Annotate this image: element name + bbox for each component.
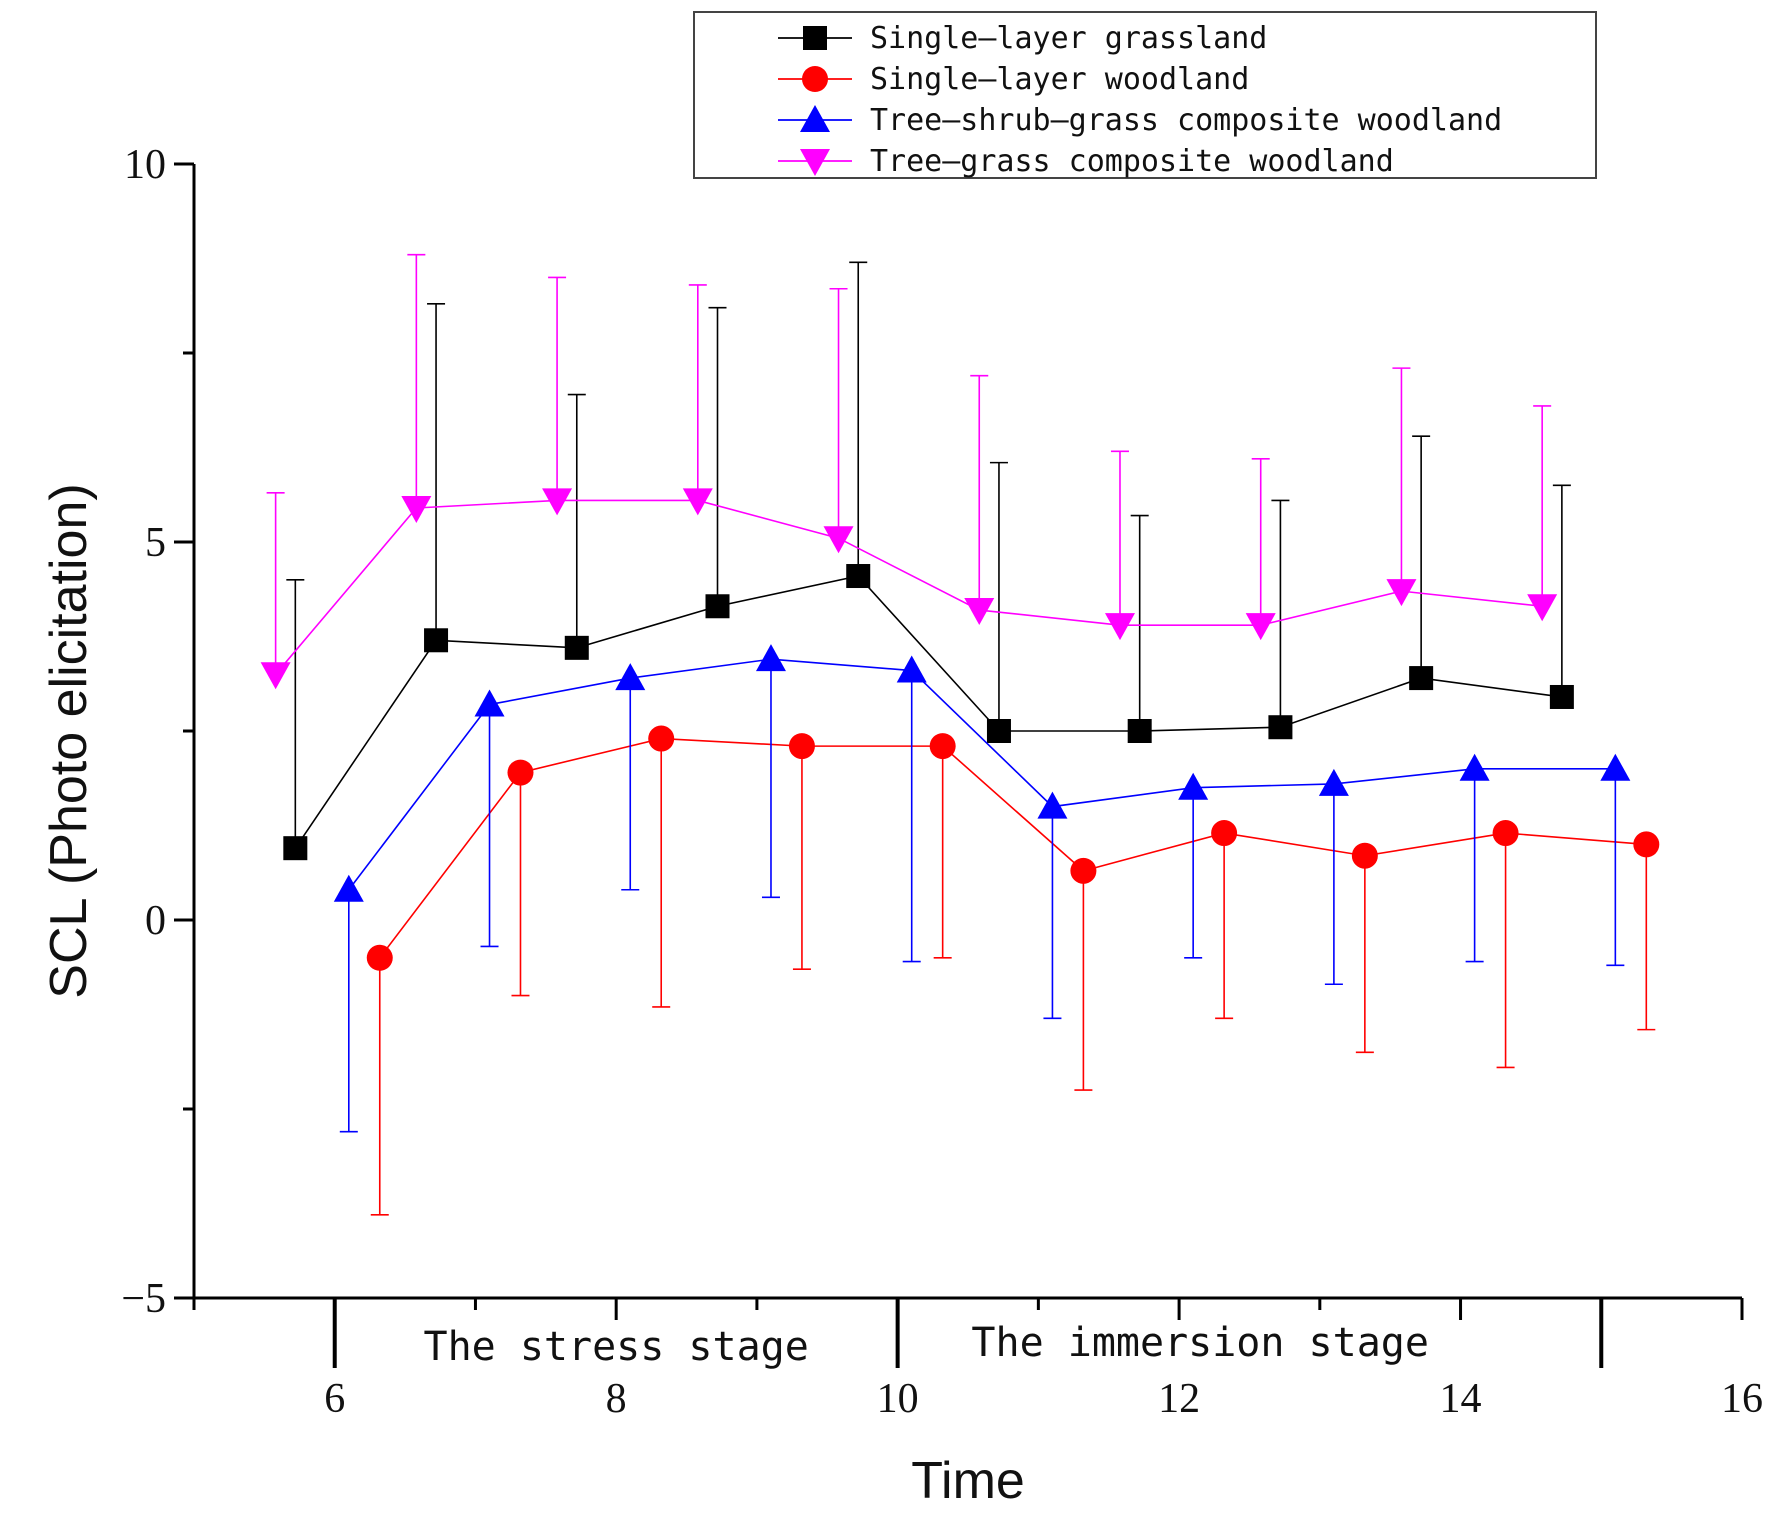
legend-label: Tree—grass composite woodland: [870, 144, 1394, 179]
data-point: [424, 628, 449, 653]
x-axis-title: Time: [911, 1452, 1025, 1510]
data-point: [401, 495, 432, 523]
legend-entry-tree-shrub-grass-composite-woodland: Tree—shrub—grass composite woodland: [778, 103, 1502, 138]
immersion-stage-label: The immersion stage: [971, 1320, 1429, 1366]
data-point: [564, 635, 589, 660]
series-tree-grass-composite-woodland: [260, 253, 1558, 690]
data-point: [1268, 715, 1293, 740]
data-point: [648, 725, 675, 752]
data-point: [1459, 753, 1490, 781]
data-point: [896, 655, 927, 683]
x-tick-label: 10: [877, 1376, 919, 1422]
data-point: [1409, 666, 1434, 691]
data-point: [1037, 791, 1068, 819]
data-point: [507, 759, 534, 786]
legend-label: Tree—shrub—grass composite woodland: [870, 103, 1502, 138]
series-layer: [260, 253, 1660, 1216]
legend-entry-tree-grass-composite-woodland: Tree—grass composite woodland: [778, 144, 1394, 179]
data-point: [474, 689, 505, 717]
data-point: [615, 663, 646, 691]
data-point: [964, 598, 995, 626]
legend-entry-single-layer-woodland: Single—layer woodland: [778, 62, 1249, 97]
data-point: [1070, 857, 1097, 884]
data-point: [1351, 842, 1378, 869]
x-tick-label: 14: [1440, 1376, 1482, 1422]
data-point: [1527, 594, 1558, 622]
y-tick-label: 10: [124, 142, 166, 188]
series-line: [348, 658, 1616, 891]
series-tree-shrub-grass-composite-woodland: [333, 644, 1631, 1133]
series-single-layer-grassland: [283, 261, 1574, 861]
legend-box: [693, 11, 1597, 179]
series-line: [275, 499, 1543, 675]
legend-marker: [802, 66, 828, 92]
data-point: [846, 564, 871, 589]
y-axis-title: SCL (Photo elicitation): [40, 483, 98, 998]
data-point: [1127, 719, 1152, 743]
series-line: [379, 737, 1647, 959]
legend-entry-single-layer-grassland: Single—layer grassland: [778, 21, 1267, 56]
legend-marker: [803, 26, 827, 50]
data-point: [542, 488, 573, 516]
axes: −5 0 5 10 6 8 10 12 14 16: [121, 142, 1763, 1422]
legend-label: Single—layer woodland: [870, 62, 1249, 97]
data-point: [366, 944, 393, 971]
legend: Single—layer grassland Single—layer woodl…: [693, 11, 1597, 179]
data-point: [705, 594, 730, 619]
data-point: [260, 662, 291, 690]
data-point: [1178, 772, 1209, 800]
x-tick-label: 6: [324, 1376, 345, 1422]
data-point: [788, 733, 815, 760]
data-point: [1318, 768, 1349, 796]
x-tick-label: 16: [1721, 1376, 1763, 1422]
series-line: [294, 575, 1562, 849]
x-tick-label: 8: [606, 1376, 627, 1422]
data-point: [1245, 613, 1276, 641]
stress-stage-label: The stress stage: [424, 1324, 809, 1370]
y-tick-label: 0: [145, 898, 166, 944]
data-point: [929, 733, 956, 760]
data-point: [1633, 831, 1660, 858]
data-point: [283, 836, 308, 861]
legend-label: Single—layer grassland: [870, 21, 1267, 56]
data-point: [682, 488, 713, 516]
data-point: [1104, 613, 1135, 641]
data-point: [1549, 684, 1574, 709]
legend-marker: [800, 105, 830, 132]
labels: Time SCL (Photo elicitation) The stress …: [40, 483, 1429, 1510]
y-tick-label: −5: [121, 1276, 166, 1322]
data-point: [1211, 820, 1238, 847]
data-point: [333, 874, 364, 902]
data-point: [1600, 753, 1631, 781]
legend-marker: [800, 149, 830, 176]
data-point: [823, 526, 854, 554]
data-point: [1492, 820, 1519, 847]
data-point: [986, 719, 1011, 743]
series-single-layer-woodland: [366, 725, 1660, 1216]
data-point: [1386, 579, 1417, 607]
data-point: [755, 644, 786, 672]
x-tick-label: 12: [1158, 1376, 1200, 1422]
y-tick-label: 5: [145, 520, 166, 566]
